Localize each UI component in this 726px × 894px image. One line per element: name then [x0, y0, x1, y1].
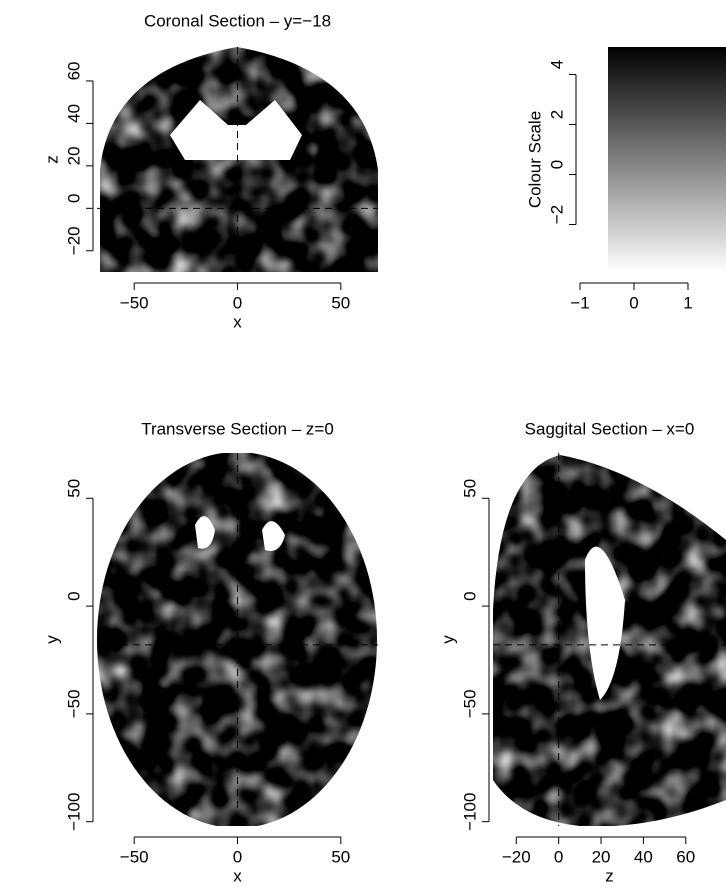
x-tick-label: 0	[233, 293, 242, 312]
x-tick-label: −1	[570, 293, 589, 312]
x-tick-label: 50	[331, 847, 350, 866]
panel: Coronal Section – y=−18 −50 0 50 −20 0 20 40 60 x…	[42, 11, 378, 331]
y-axis-label: z	[42, 155, 61, 164]
x-tick-label: −50	[120, 847, 149, 866]
y-axis-label: Colour Scale	[525, 111, 544, 208]
y-tick-label: −20	[64, 226, 83, 255]
y-tick-label: −50	[64, 689, 83, 718]
y-tick-label: −100	[64, 793, 83, 831]
x-tick-label: 60	[676, 847, 695, 866]
y-axis-label: y	[42, 635, 61, 644]
x-tick-label: −50	[120, 293, 149, 312]
y-tick-label: 40	[64, 104, 83, 123]
x-tick-label: 0	[554, 847, 563, 866]
x-axis-label: z	[605, 866, 614, 885]
y-tick-label: 0	[64, 591, 83, 600]
x-tick-label: 50	[331, 293, 350, 312]
x-tick-label: 0	[629, 293, 638, 312]
y-tick-label: 4	[547, 60, 566, 69]
panel-title: Transverse Section – z=0	[141, 419, 334, 438]
y-tick-label: 0	[64, 194, 83, 203]
colour-scale	[608, 47, 726, 272]
x-tick-label: −20	[502, 847, 531, 866]
panel: −1 0 1 −2 0 2 4 Colour Scale	[525, 47, 726, 312]
x-tick-label: 20	[592, 847, 611, 866]
y-tick-label: 2	[547, 110, 566, 119]
x-axis-label: x	[233, 866, 242, 885]
y-axis-label: y	[438, 635, 457, 644]
x-axis-label: x	[233, 312, 242, 331]
y-tick-label: 60	[64, 62, 83, 81]
x-tick-label: 40	[634, 847, 653, 866]
y-tick-label: −100	[460, 793, 479, 831]
y-tick-label: 20	[64, 146, 83, 165]
x-tick-label: 0	[233, 847, 242, 866]
y-tick-label: 50	[460, 479, 479, 498]
y-tick-label: 0	[547, 160, 566, 169]
y-tick-label: −2	[547, 205, 566, 224]
panel: Transverse Section – z=0 −50 0 50 −100 −50 0 50…	[42, 419, 378, 885]
panel: Saggital Section – x=0 −20 0 20 40 60 −100 −50 0…	[438, 419, 726, 885]
y-tick-label: 50	[64, 479, 83, 498]
y-tick-label: −50	[460, 689, 479, 718]
y-tick-label: 0	[460, 591, 479, 600]
panel-title: Coronal Section – y=−18	[144, 11, 331, 30]
x-tick-label: 1	[683, 293, 692, 312]
panel-title: Saggital Section – x=0	[525, 419, 695, 438]
